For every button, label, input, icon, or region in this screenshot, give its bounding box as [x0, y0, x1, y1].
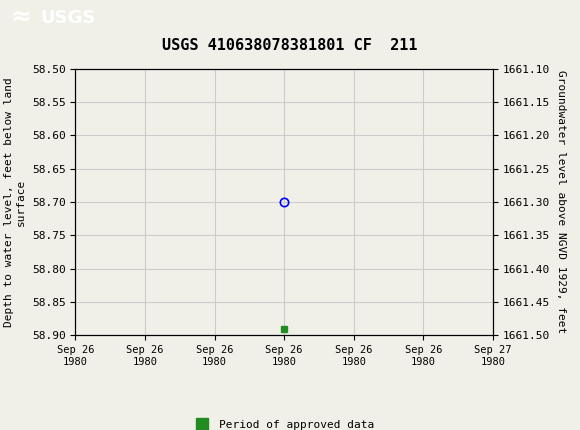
Legend: Period of approved data: Period of approved data	[189, 416, 379, 430]
Y-axis label: Groundwater level above NGVD 1929, feet: Groundwater level above NGVD 1929, feet	[556, 71, 566, 334]
Y-axis label: Depth to water level, feet below land
surface: Depth to water level, feet below land su…	[4, 77, 26, 327]
Text: USGS: USGS	[41, 9, 96, 27]
Text: ≈: ≈	[10, 6, 31, 30]
Text: USGS 410638078381801 CF  211: USGS 410638078381801 CF 211	[162, 38, 418, 52]
